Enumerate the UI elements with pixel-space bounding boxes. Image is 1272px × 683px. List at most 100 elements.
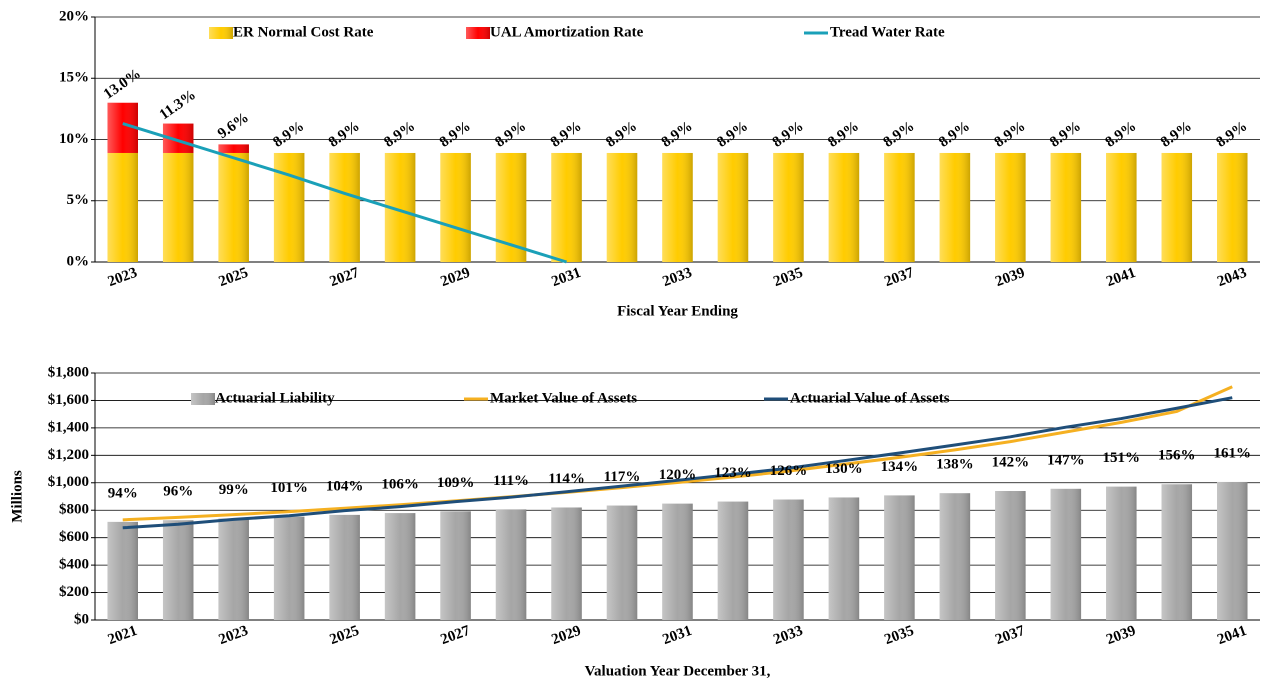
bar-shade bbox=[495, 509, 527, 620]
bar-shade bbox=[440, 511, 471, 620]
x-tick-label: 2023 bbox=[217, 623, 251, 648]
data-label: 99% bbox=[219, 482, 249, 498]
data-label: 142% bbox=[992, 454, 1030, 470]
data-label: 120% bbox=[659, 467, 697, 483]
x-tick-label: 2037 bbox=[882, 265, 916, 290]
x-tick-label: 2029 bbox=[550, 623, 584, 648]
x-tick-label: 2041 bbox=[1215, 623, 1249, 648]
bar-shade bbox=[606, 152, 638, 262]
y-tick-label: 10% bbox=[59, 131, 89, 147]
y-tick-label: 5% bbox=[67, 192, 90, 208]
y-tick-label: $1,800 bbox=[48, 364, 89, 380]
data-label: 8.9% bbox=[603, 118, 640, 150]
data-label: 8.9% bbox=[1214, 118, 1251, 150]
y-tick-label: 0% bbox=[67, 253, 90, 269]
data-label: 11.3% bbox=[157, 87, 199, 123]
bar-shade bbox=[1050, 152, 1082, 262]
x-tick-label: 2031 bbox=[550, 265, 584, 290]
bar-shade bbox=[329, 514, 360, 620]
data-label: 8.9% bbox=[770, 118, 807, 150]
x-tick-label: 2023 bbox=[106, 265, 140, 290]
data-label: 8.9% bbox=[270, 118, 307, 150]
line bbox=[122, 385, 1233, 522]
data-label: 8.9% bbox=[1103, 118, 1140, 150]
bar-shade bbox=[1106, 486, 1137, 620]
data-label: 8.9% bbox=[381, 118, 418, 150]
data-label: 8.9% bbox=[881, 118, 918, 150]
bar-shade bbox=[1106, 152, 1137, 262]
bar-shade bbox=[884, 152, 915, 262]
data-label: 130% bbox=[825, 461, 863, 477]
x-tick-label: 2039 bbox=[1104, 623, 1138, 648]
data-label: 8.9% bbox=[936, 118, 973, 150]
x-tick-label: 2037 bbox=[993, 623, 1027, 648]
legend-swatch-shade bbox=[191, 393, 215, 405]
data-label: 134% bbox=[881, 459, 919, 475]
data-label: 8.9% bbox=[659, 118, 696, 150]
data-label: 117% bbox=[604, 469, 641, 485]
bar-shade bbox=[995, 491, 1026, 620]
bar-shade bbox=[107, 152, 138, 262]
line bbox=[122, 396, 1233, 530]
legend-label: Actuarial Liability bbox=[215, 390, 335, 406]
y-tick-label: $1,000 bbox=[48, 474, 89, 490]
bar-shade bbox=[717, 501, 749, 620]
x-tick-label: 2021 bbox=[106, 623, 140, 648]
bar-shade bbox=[884, 495, 915, 620]
x-tick-label: 2029 bbox=[439, 265, 473, 290]
x-tick-label: 2033 bbox=[771, 623, 805, 648]
bar-shade bbox=[662, 503, 693, 620]
bar-shade bbox=[329, 152, 360, 262]
bar-shade bbox=[551, 507, 582, 620]
bar-shade bbox=[218, 144, 249, 153]
data-label: 109% bbox=[437, 475, 475, 491]
legend-swatch-shade bbox=[209, 27, 233, 39]
bar-shade bbox=[273, 152, 305, 262]
x-tick-label: 2041 bbox=[1104, 265, 1138, 290]
bar-shade bbox=[828, 152, 860, 262]
legend-label: Actuarial Value of Assets bbox=[790, 390, 950, 406]
x-tick-label: 2025 bbox=[328, 623, 362, 648]
bar-shade bbox=[717, 152, 749, 262]
data-label: 13.0% bbox=[101, 66, 144, 103]
x-tick-label: 2027 bbox=[439, 623, 473, 648]
legend-label: Tread Water Rate bbox=[830, 24, 945, 40]
bar-shade bbox=[1217, 152, 1248, 262]
data-label: 8.9% bbox=[1158, 118, 1195, 150]
y-tick-label: $1,200 bbox=[48, 447, 89, 463]
data-label: 123% bbox=[714, 465, 752, 481]
bar-shade bbox=[995, 152, 1026, 262]
bar-shade bbox=[939, 493, 971, 620]
data-label: 8.9% bbox=[992, 118, 1029, 150]
data-label: 104% bbox=[326, 478, 364, 494]
data-label: 147% bbox=[1047, 452, 1085, 468]
x-tick-label: 2027 bbox=[328, 265, 362, 290]
data-label: 151% bbox=[1103, 450, 1141, 466]
x-axis-title: Fiscal Year Ending bbox=[617, 303, 738, 319]
data-label: 8.9% bbox=[714, 118, 751, 150]
y-tick-label: $0 bbox=[74, 611, 89, 627]
x-tick-label: 2025 bbox=[217, 265, 251, 290]
data-label: 138% bbox=[936, 457, 974, 473]
data-label: 114% bbox=[548, 471, 585, 487]
data-label: 8.9% bbox=[1047, 118, 1084, 150]
bar-shade bbox=[440, 152, 471, 262]
data-label: 126% bbox=[770, 463, 808, 479]
bar-shade bbox=[107, 521, 138, 620]
data-label: 8.9% bbox=[437, 118, 474, 150]
data-label: 96% bbox=[163, 484, 193, 500]
bar-shade bbox=[162, 520, 194, 620]
data-label: 8.9% bbox=[326, 118, 363, 150]
bar-shade bbox=[218, 518, 249, 620]
legend-label: Market Value of Assets bbox=[490, 390, 637, 406]
y-tick-label: 20% bbox=[59, 8, 89, 24]
bar-shade bbox=[384, 513, 416, 620]
bar-shade bbox=[1161, 484, 1193, 620]
y-tick-label: $1,400 bbox=[48, 419, 89, 435]
y-axis-title: Millions bbox=[9, 470, 25, 523]
bar-shade bbox=[162, 152, 194, 262]
data-label: 9.6% bbox=[215, 110, 252, 142]
x-axis-title: Valuation Year December 31, bbox=[585, 663, 771, 679]
bar-shade bbox=[939, 152, 971, 262]
